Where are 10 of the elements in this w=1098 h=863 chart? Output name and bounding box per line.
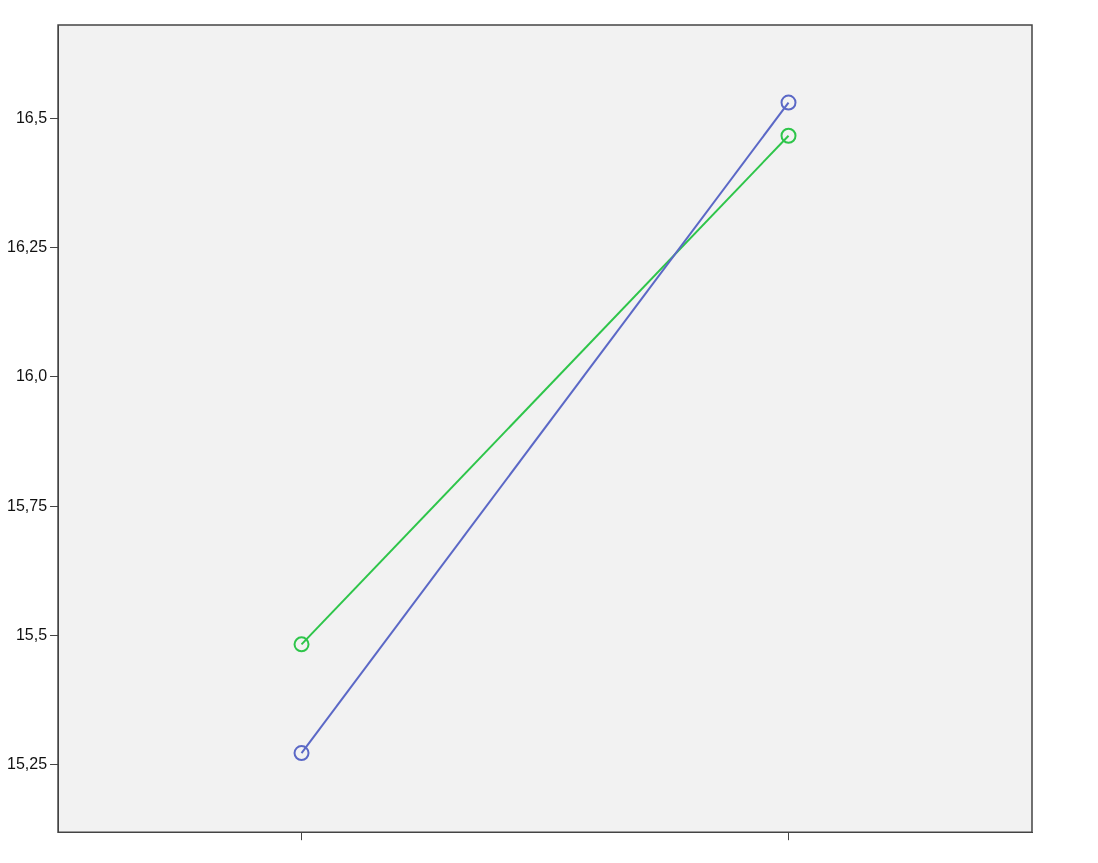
y-tick-label: 15,25 (6, 755, 48, 773)
y-tick-label: 16,5 (15, 108, 48, 126)
y-tick-label: 15,5 (15, 625, 48, 643)
point (780, 127, 797, 144)
y-tick-label: 16,0 (15, 367, 48, 385)
point (293, 636, 310, 653)
y-tick-label: 16,25 (6, 237, 48, 255)
point (293, 745, 310, 762)
y-tick-label: 15,75 (6, 496, 48, 514)
point (780, 94, 797, 111)
